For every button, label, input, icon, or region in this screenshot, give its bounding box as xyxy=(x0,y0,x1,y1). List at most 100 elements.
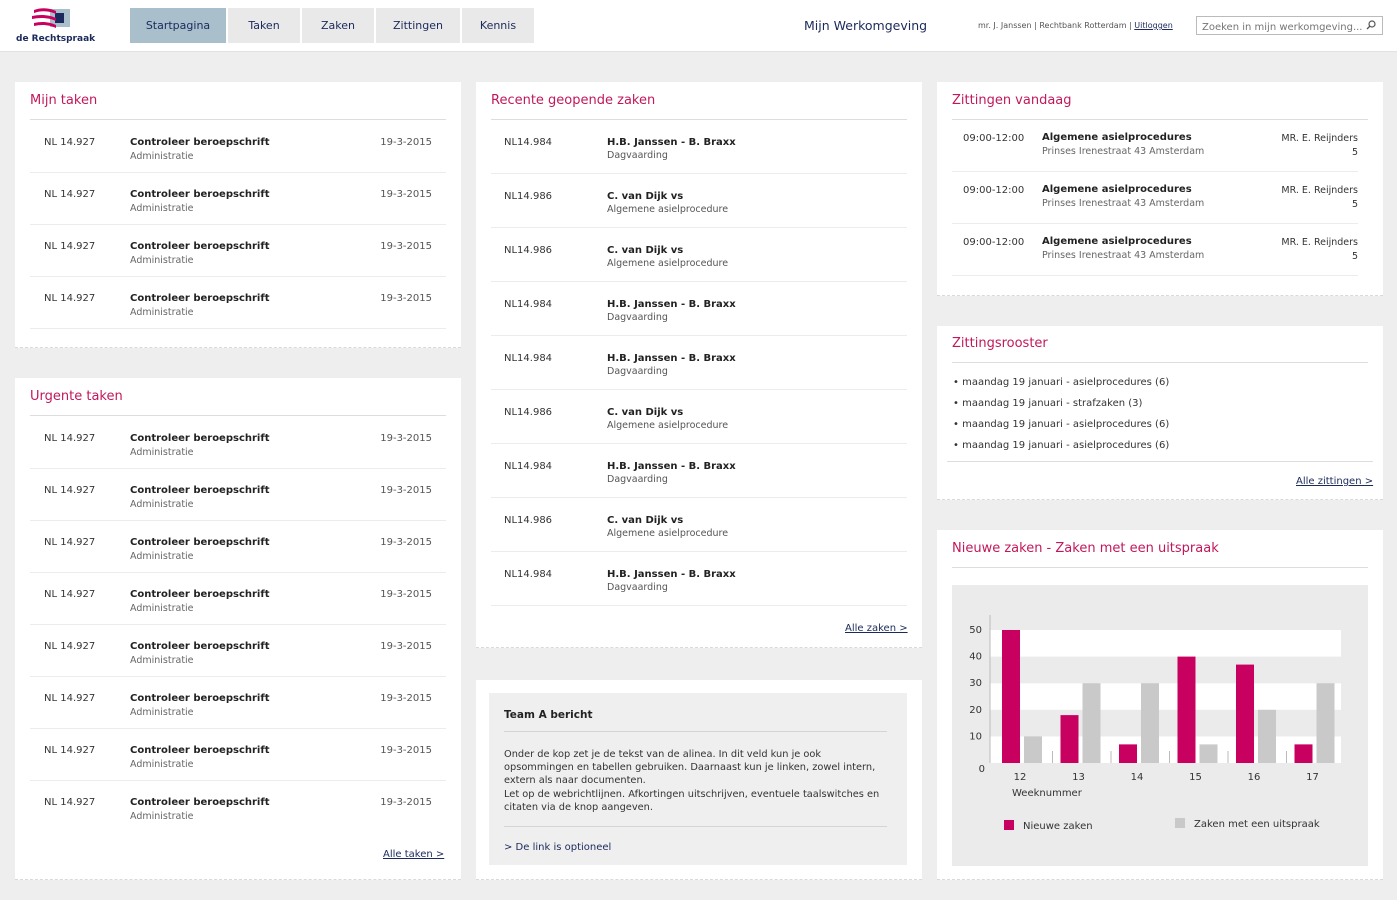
zittingsrooster-panel: Zittingsrooster • maandag 19 januari - a… xyxy=(937,326,1383,500)
case-number: NL14.986 xyxy=(504,515,553,526)
tab-startpagina[interactable]: Startpagina xyxy=(130,8,226,43)
task-number: NL 14.927 xyxy=(44,745,96,756)
task-row[interactable]: NL 14.927 Controleer beroepschrift Admin… xyxy=(30,625,446,677)
legend-label: Zaken met een uitspraak xyxy=(1194,819,1320,830)
case-row[interactable]: NL14.986 C. van Dijk vs Algemene asielpr… xyxy=(491,390,907,444)
case-type: Dagvaarding xyxy=(607,312,668,323)
divider xyxy=(947,461,1373,462)
logout-link[interactable]: Uitloggen xyxy=(1134,21,1173,30)
team-message-title: Team A bericht xyxy=(504,709,593,721)
case-row[interactable]: NL14.984 H.B. Janssen - B. Braxx Dagvaar… xyxy=(491,336,907,390)
schedule-item[interactable]: • maandag 19 januari - asielprocedures (… xyxy=(953,419,1170,430)
task-row[interactable]: NL 14.927 Controleer beroepschrift Admin… xyxy=(30,225,446,277)
task-title: Controleer beroepschrift xyxy=(130,137,270,148)
task-number: NL 14.927 xyxy=(44,693,96,704)
workspace-title: Mijn Werkomgeving xyxy=(804,18,928,33)
tab-taken[interactable]: Taken xyxy=(228,8,300,43)
search-input[interactable] xyxy=(1196,16,1383,35)
case-row[interactable]: NL14.986 C. van Dijk vs Algemene asielpr… xyxy=(491,228,907,282)
legend-nieuwe-zaken: Nieuwe zaken xyxy=(1004,820,1093,832)
user-info: mr. J. Janssen | Rechtbank Rotterdam | U… xyxy=(978,21,1173,30)
x-tick-label: 12 xyxy=(1014,772,1027,783)
session-count: 5 xyxy=(1351,147,1358,158)
case-title: C. van Dijk vs xyxy=(607,515,684,526)
schedule-item[interactable]: • maandag 19 januari - strafzaken (3) xyxy=(953,398,1143,409)
task-row[interactable]: NL 14.927 Controleer beroepschrift Admin… xyxy=(30,677,446,729)
alle-zittingen-link[interactable]: Alle zittingen > xyxy=(1296,476,1374,487)
task-title: Controleer beroepschrift xyxy=(130,537,270,548)
panel-title: Nieuwe zaken - Zaken met een uitspraak xyxy=(952,541,1219,556)
case-number: NL14.986 xyxy=(504,245,553,256)
task-row[interactable]: NL 14.927 Controleer beroepschrift Admin… xyxy=(30,469,446,521)
case-title: H.B. Janssen - B. Braxx xyxy=(607,461,736,472)
case-type: Dagvaarding xyxy=(607,474,668,485)
task-number: NL 14.927 xyxy=(44,797,96,808)
task-date: 19-3-2015 xyxy=(380,641,432,652)
session-row[interactable]: 09:00-12:00 Algemene asielprocedures Pri… xyxy=(952,120,1358,172)
case-row[interactable]: NL14.984 H.B. Janssen - B. Braxx Dagvaar… xyxy=(491,120,907,174)
case-title: H.B. Janssen - B. Braxx xyxy=(607,353,736,364)
task-row[interactable]: NL 14.927 Controleer beroepschrift Admin… xyxy=(30,417,446,469)
alle-zaken-link[interactable]: Alle zaken > xyxy=(845,623,908,634)
session-judge: MR. E. Reijnders xyxy=(1281,133,1358,144)
task-title: Controleer beroepschrift xyxy=(130,433,270,444)
task-date: 19-3-2015 xyxy=(380,693,432,704)
case-row[interactable]: NL14.986 C. van Dijk vs Algemene asielpr… xyxy=(491,174,907,228)
bar-nieuwe-zaken xyxy=(1294,744,1313,763)
logo[interactable]: de Rechtspraak xyxy=(16,6,96,46)
bar-nieuwe-zaken xyxy=(1177,656,1196,763)
task-category: Administratie xyxy=(130,255,194,266)
task-row[interactable]: NL 14.927 Controleer beroepschrift Admin… xyxy=(30,573,446,625)
task-category: Administratie xyxy=(130,603,194,614)
team-message-link[interactable]: > De link is optioneel xyxy=(504,842,612,853)
task-row[interactable]: NL 14.927 Controleer beroepschrift Admin… xyxy=(30,781,446,833)
task-title: Controleer beroepschrift xyxy=(130,589,270,600)
case-type: Dagvaarding xyxy=(607,582,668,593)
x-axis-label: Weeknummer xyxy=(1012,788,1083,799)
divider xyxy=(30,119,446,120)
case-type: Algemene asielprocedure xyxy=(607,420,729,431)
task-row[interactable]: NL 14.927 Controleer beroepschrift Admin… xyxy=(30,729,446,781)
task-row[interactable]: NL 14.927 Controleer beroepschrift Admin… xyxy=(30,121,446,173)
tab-zittingen[interactable]: Zittingen xyxy=(376,8,460,43)
case-row[interactable]: NL14.984 H.B. Janssen - B. Braxx Dagvaar… xyxy=(491,444,907,498)
bar-chart: 0 10 20 30 40 50 12 13 14 15 16 17 Weeknummer xyxy=(969,615,1341,799)
search-icon[interactable] xyxy=(1366,20,1376,30)
task-date: 19-3-2015 xyxy=(380,797,432,808)
grid-band xyxy=(990,630,1341,657)
task-title: Controleer beroepschrift xyxy=(130,745,270,756)
task-title: Controleer beroepschrift xyxy=(130,293,270,304)
task-number: NL 14.927 xyxy=(44,485,96,496)
grid-band xyxy=(990,683,1341,710)
x-tick-label: 16 xyxy=(1248,772,1261,783)
task-row[interactable]: NL 14.927 Controleer beroepschrift Admin… xyxy=(30,521,446,573)
tab-zaken[interactable]: Zaken xyxy=(302,8,374,43)
task-number: NL 14.927 xyxy=(44,137,96,148)
task-title: Controleer beroepschrift xyxy=(130,797,270,808)
bar-nieuwe-zaken xyxy=(1002,630,1020,763)
session-row[interactable]: 09:00-12:00 Algemene asielprocedures Pri… xyxy=(952,172,1358,224)
team-message-body: Onder de kop zet je de tekst van de alin… xyxy=(504,749,880,813)
schedule-item[interactable]: • maandag 19 januari - asielprocedures (… xyxy=(953,377,1170,388)
case-row[interactable]: NL14.986 C. van Dijk vs Algemene asielpr… xyxy=(491,498,907,552)
case-row[interactable]: NL14.984 H.B. Janssen - B. Braxx Dagvaar… xyxy=(491,552,907,606)
session-location: Prinses Irenestraat 43 Amsterdam xyxy=(1042,198,1205,209)
schedule-item[interactable]: • maandag 19 januari - asielprocedures (… xyxy=(953,440,1170,451)
legend-swatch-new xyxy=(1004,820,1014,830)
task-category: Administratie xyxy=(130,447,194,458)
session-row[interactable]: 09:00-12:00 Algemene asielprocedures Pri… xyxy=(952,224,1358,276)
case-type: Algemene asielprocedure xyxy=(607,204,729,215)
task-row[interactable]: NL 14.927 Controleer beroepschrift Admin… xyxy=(30,277,446,329)
case-title: C. van Dijk vs xyxy=(607,407,684,418)
y-tick-label: 20 xyxy=(969,705,982,716)
task-date: 19-3-2015 xyxy=(380,433,432,444)
case-type: Dagvaarding xyxy=(607,366,668,377)
task-date: 19-3-2015 xyxy=(380,745,432,756)
legend-zaken-uitspraak: Zaken met een uitspraak xyxy=(1175,818,1320,830)
urgente-taken-panel: Urgente taken NL 14.927 Controleer beroe… xyxy=(15,378,461,880)
case-row[interactable]: NL14.984 H.B. Janssen - B. Braxx Dagvaar… xyxy=(491,282,907,336)
alle-taken-link[interactable]: Alle taken > xyxy=(383,849,445,860)
y-tick-label: 50 xyxy=(969,625,982,636)
task-row[interactable]: NL 14.927 Controleer beroepschrift Admin… xyxy=(30,173,446,225)
tab-kennis[interactable]: Kennis xyxy=(462,8,534,43)
